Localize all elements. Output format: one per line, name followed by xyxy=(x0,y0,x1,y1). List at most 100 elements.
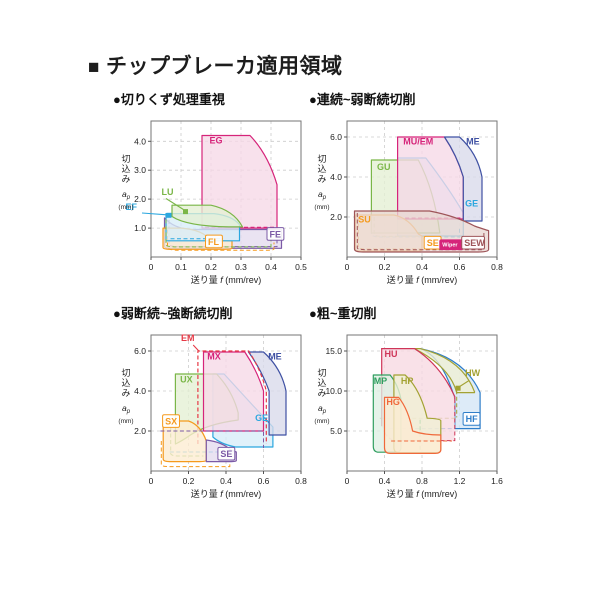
y-tick-label: 6.0 xyxy=(330,132,342,142)
region-label-ME: ME xyxy=(268,351,282,361)
x-tick-label: 0.5 xyxy=(295,262,307,272)
region-dashed-edge-SE xyxy=(160,430,264,448)
y-axis-label-kanji: 込 xyxy=(317,378,326,388)
marker-square xyxy=(183,209,188,215)
subplot-title-heavy-cutting: ●粗~重切削 xyxy=(309,306,377,321)
region-label-SU: SU xyxy=(358,215,371,225)
y-axis-symbol-sub: p xyxy=(322,409,327,415)
region-label-HF: HF xyxy=(466,414,478,424)
leader-line xyxy=(141,212,167,216)
y-axis-label-kanji: み xyxy=(317,388,326,398)
x-tick-label: 0 xyxy=(345,476,350,486)
y-tick-label: 4.0 xyxy=(330,172,342,182)
y-tick-label: 2.0 xyxy=(134,194,146,204)
region-dashed-edge-SEW xyxy=(356,213,485,251)
region-ME xyxy=(247,351,287,436)
chart-cell-continuous-cutting: ●連続~弱断続切削 0 0.2 0.4 0.6 0.8 2.0 4.0 6.0 GU MU/EM M… xyxy=(305,89,503,297)
subplot-title-interrupted-cutting: ●弱断続~強断続切削 xyxy=(113,306,233,321)
region-label-Wiper: Wiper xyxy=(442,243,458,249)
y-axis-label-kanji: 切 xyxy=(317,368,326,378)
y-tick-label: 10.0 xyxy=(325,386,342,396)
plot-border xyxy=(150,120,302,258)
y-axis-label-kanji: 込 xyxy=(121,164,130,174)
region-EM xyxy=(197,350,267,444)
y-axis-label-kanji: 切 xyxy=(121,154,130,164)
region-MX xyxy=(202,351,265,432)
regions xyxy=(372,348,481,454)
x-tick-label: 0.1 xyxy=(175,262,187,272)
regions xyxy=(160,350,287,468)
x-axis-label: 送り量 f (mm/rev) xyxy=(387,274,458,285)
x-axis-label: 送り量 f (mm/rev) xyxy=(387,488,458,499)
label-chip-FL xyxy=(205,234,223,249)
x-tick-label: 0.6 xyxy=(454,262,466,272)
region-label-LU: LU xyxy=(162,187,174,197)
x-tick-label: 0.4 xyxy=(416,262,428,272)
region-label-GE: GE xyxy=(255,413,268,423)
x-axis-label: 送り量 f (mm/rev) xyxy=(191,274,262,285)
x-tick-label: 0 xyxy=(345,262,350,272)
y-tick-label: 1.0 xyxy=(134,223,146,233)
y-tick-label: 2.0 xyxy=(330,212,342,222)
region-label-HP: HP xyxy=(401,376,414,386)
region-labels: EG LU EF FL FE xyxy=(126,135,285,249)
x-tick-label: 0.2 xyxy=(205,262,217,272)
x-tick-label: 1.6 xyxy=(491,476,503,486)
y-axis-symbol-sub: p xyxy=(322,195,327,201)
x-tick-label: 0.8 xyxy=(416,476,428,486)
leader-line xyxy=(459,380,470,388)
y-tick-label: 4.0 xyxy=(134,136,146,146)
x-tick-label: 0 xyxy=(149,262,154,272)
y-tick-label: 2.0 xyxy=(134,426,146,436)
y-axis-unit: (mm) xyxy=(314,204,329,211)
axis-ticks: 0 0.4 0.8 1.2 1.6 5.0 10.0 15.0 xyxy=(325,346,503,486)
y-tick-label: 4.0 xyxy=(134,386,146,396)
chart-interrupted-cutting: 0 0.2 0.4 0.6 0.8 2.0 4.0 6.0 EM MX ME UX SX GE SE 切込みa… xyxy=(118,333,307,499)
marker-square xyxy=(166,212,172,218)
chart-cell-heavy-cutting: ●粗~重切削 0 0.4 0.8 1.2 1.6 5.0 10.0 15.0 HU MP HP HG H… xyxy=(305,303,503,511)
axis-ticks: 0 0.2 0.4 0.6 0.8 2.0 4.0 6.0 xyxy=(330,132,503,272)
regions xyxy=(162,134,283,251)
x-axis-label: 送り量 f (mm/rev) xyxy=(191,488,262,499)
x-tick-label: 0.4 xyxy=(265,262,277,272)
y-axis-unit: (mm) xyxy=(118,204,133,211)
y-axis-label-kanji: 込 xyxy=(121,378,130,388)
region-label-EG: EG xyxy=(210,135,223,145)
marker-square xyxy=(455,385,461,391)
x-tick-label: 0.8 xyxy=(295,476,307,486)
axis-ticks: 0 0.1 0.2 0.3 0.4 0.5 1.0 2.0 3.0 4.0 xyxy=(134,136,307,272)
x-tick-label: 0.3 xyxy=(235,262,247,272)
x-tick-label: 0.2 xyxy=(183,476,195,486)
y-axis-symbol: ap xyxy=(318,189,327,201)
x-tick-label: 0.4 xyxy=(379,476,391,486)
region-HW xyxy=(413,348,476,394)
chart-chip-control: 0 0.1 0.2 0.3 0.4 0.5 1.0 2.0 3.0 4.0 EG LU EF FL FE 切込… xyxy=(118,120,307,285)
leader-line xyxy=(192,344,200,352)
region-label-EM: EM xyxy=(181,333,195,343)
region-label-GE: GE xyxy=(465,199,478,209)
x-tick-label: 0.6 xyxy=(258,476,270,486)
y-axis-label-kanji: 切 xyxy=(317,154,326,164)
axis-ticks: 0 0.2 0.4 0.6 0.8 2.0 4.0 6.0 xyxy=(134,346,307,486)
region-label-MX: MX xyxy=(207,351,221,361)
region-label-EF: EF xyxy=(126,202,138,212)
region-HG xyxy=(383,396,442,454)
subplot-title-continuous-cutting: ●連続~弱断続切削 xyxy=(309,92,416,107)
label-chip-SX xyxy=(162,414,180,428)
region-label-UX: UX xyxy=(180,375,193,385)
y-tick-label: 3.0 xyxy=(134,165,146,175)
x-tick-label: 0 xyxy=(149,476,154,486)
y-axis-symbol: ap xyxy=(122,403,131,415)
page-title-text: チップブレーカ適用領域 xyxy=(105,55,343,78)
region-label-SE: SE xyxy=(220,449,232,459)
title-square-marker: ■ xyxy=(88,57,100,78)
chart-cell-interrupted-cutting: ●弱断続~強断続切削 0 0.2 0.4 0.6 0.8 2.0 4.0 6.0 EM MX ME U… xyxy=(109,303,307,511)
y-axis-symbol-sub: p xyxy=(126,409,131,415)
region-label-HU: HU xyxy=(385,349,398,359)
leader-line xyxy=(165,198,184,210)
x-tick-label: 1.2 xyxy=(454,476,466,486)
label-chip-FE xyxy=(266,227,285,241)
y-axis-symbol: ap xyxy=(122,189,131,201)
region-labels: HU MP HP HG HW HF xyxy=(374,349,481,426)
